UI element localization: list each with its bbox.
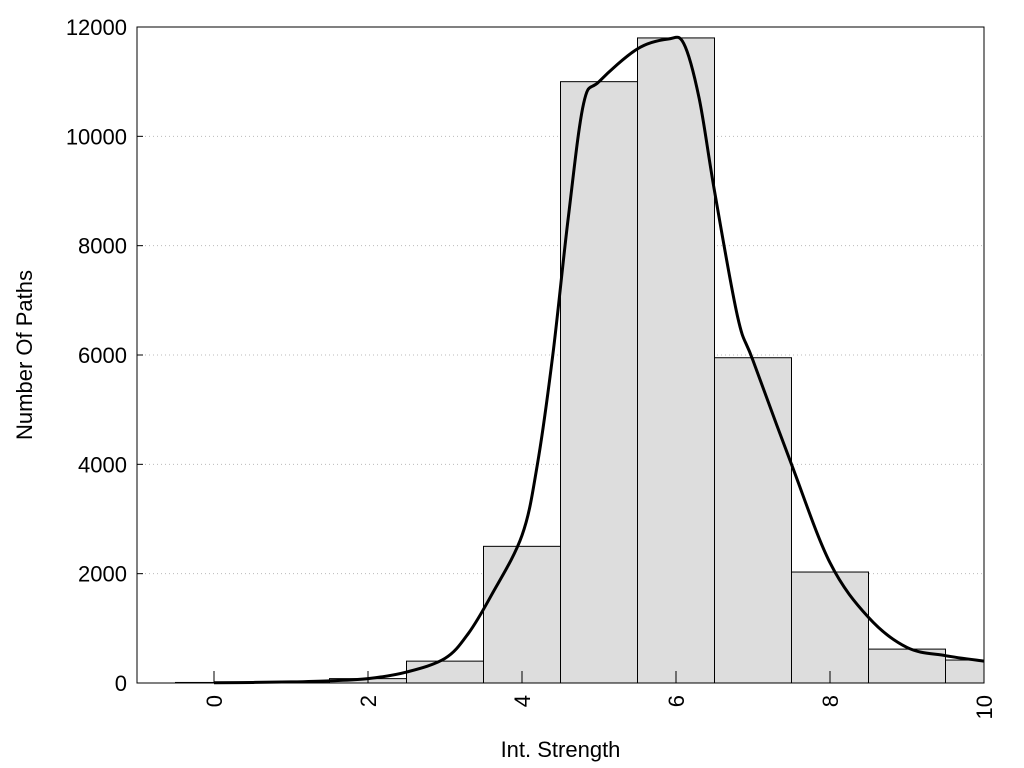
y-axis-ticks: 0 2000 4000 6000 8000 10000 12000 <box>66 15 143 696</box>
x-tick-label: 2 <box>356 695 381 707</box>
histogram-bar <box>406 660 484 684</box>
y-tick-label: 2000 <box>78 562 127 587</box>
x-axis-ticks: 0 2 4 6 8 10 <box>202 671 997 719</box>
histogram-bar <box>483 545 561 684</box>
x-tick-label: 8 <box>818 695 843 707</box>
y-tick-label: 8000 <box>78 234 127 259</box>
density-curve-layer <box>213 35 985 685</box>
y-tick-label: 6000 <box>78 343 127 368</box>
x-tick-label: 10 <box>972 695 997 719</box>
histogram-bar <box>560 81 638 684</box>
x-tick-label: 6 <box>664 695 689 707</box>
x-axis-label: Int. Strength <box>501 737 621 762</box>
density-curve <box>213 35 985 685</box>
y-axis-label: Number Of Paths <box>12 270 37 440</box>
y-tick-label: 10000 <box>66 124 127 149</box>
y-tick-label: 4000 <box>78 452 127 477</box>
histogram-bar <box>791 571 869 684</box>
y-tick-label: 0 <box>115 671 127 696</box>
histogram-bar <box>637 37 715 684</box>
histogram-bar <box>714 357 792 684</box>
y-tick-label: 12000 <box>66 15 127 40</box>
x-tick-label: 4 <box>510 695 535 707</box>
x-tick-label: 0 <box>202 695 227 707</box>
histogram-bar <box>945 659 985 684</box>
